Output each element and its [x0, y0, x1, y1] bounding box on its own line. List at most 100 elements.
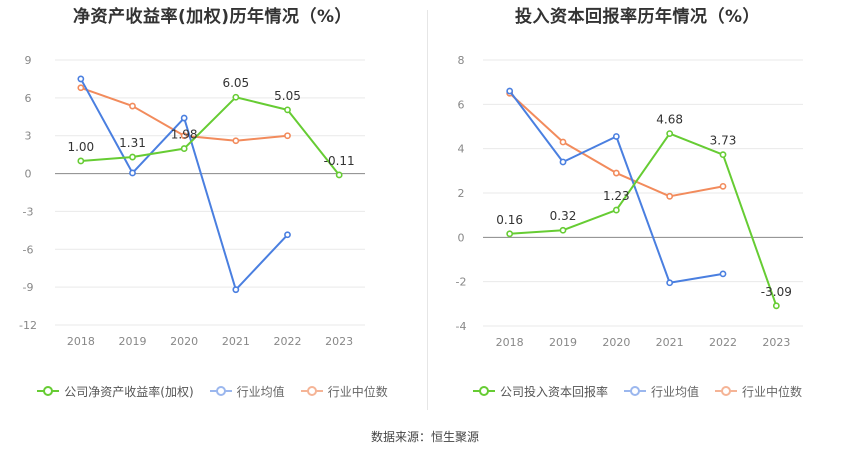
chart-legend: 公司投入资本回报率 行业均值 行业中位数 — [425, 380, 850, 402]
roic-chart-panel: 投入资本回报率历年情况（%） 8 6 4 2 0 -2 -4 2018 2019 2020 2021… — [425, 0, 850, 410]
legend-item-industry-average[interactable]: 行业均值 — [623, 383, 699, 400]
x-tick-label: 2023 — [325, 335, 353, 348]
y-tick-label: 6 — [25, 92, 32, 105]
x-tick-label: 2020 — [170, 335, 198, 348]
data-point — [612, 206, 620, 214]
y-tick-label: 9 — [25, 54, 32, 67]
data-point — [129, 153, 136, 161]
legend-label: 行业均值 — [650, 384, 699, 399]
data-point — [77, 84, 85, 92]
data-label: 1.31 — [119, 136, 146, 150]
y-tick-label: 0 — [458, 231, 465, 244]
x-tick-label: 2018 — [67, 335, 95, 348]
data-point — [559, 138, 567, 146]
data-label: -0.11 — [324, 154, 355, 168]
chart-title: 净资产收益率(加权)历年情况（%） — [72, 7, 353, 27]
chart-legend: 公司净资产收益率(加权) 行业均值 行业中位数 — [0, 380, 425, 402]
data-point — [559, 158, 567, 166]
data-label: 1.98 — [171, 128, 198, 142]
data-point — [612, 169, 620, 177]
roic-chart: 8 6 4 2 0 -2 -4 2018 2019 2020 2021 2022 2023 0.16 0.3… — [456, 54, 803, 349]
x-tick-label: 2023 — [762, 336, 790, 349]
x-tick-label: 2021 — [656, 336, 684, 349]
chart-title: 投入资本回报率历年情况（%） — [514, 7, 761, 27]
data-point — [719, 182, 727, 190]
data-point — [77, 75, 85, 83]
data-point — [232, 93, 240, 101]
roe-chart-panel: 净资产收益率(加权)历年情况（%） 9 6 3 0 -3 -6 -9 -12 2018 2019 2… — [0, 0, 425, 410]
data-label: 0.32 — [550, 209, 577, 223]
y-tick-label: 2 — [458, 187, 465, 200]
data-point — [180, 114, 188, 122]
data-point — [284, 106, 291, 114]
legend-item-company[interactable]: 公司投入资本回报率 — [472, 383, 608, 400]
data-source-note: 数据来源：恒生聚源 — [370, 430, 479, 444]
panel-divider — [427, 10, 428, 410]
legend-marker-icon — [715, 385, 737, 397]
data-point — [666, 130, 674, 137]
data-point — [77, 157, 85, 165]
legend-item-industry-average[interactable]: 行业均值 — [209, 383, 285, 400]
x-tick-label: 2022 — [274, 335, 302, 348]
y-tick-label: 4 — [458, 143, 465, 156]
series-line — [80, 96, 340, 176]
x-tick-label: 2020 — [602, 336, 630, 349]
y-tick-label: -2 — [456, 276, 467, 289]
x-tick-label: 2018 — [496, 336, 524, 349]
x-tick-label: 2022 — [709, 336, 737, 349]
data-point — [506, 230, 514, 238]
legend-item-industry-median[interactable]: 行业中位数 — [300, 383, 388, 400]
data-point — [129, 102, 136, 110]
legend-item-industry-median[interactable]: 行业中位数 — [715, 383, 802, 400]
series-line — [508, 90, 724, 284]
data-label: 1.23 — [603, 189, 630, 203]
y-tick-label: -6 — [23, 243, 34, 256]
data-point — [232, 286, 240, 294]
data-point — [612, 133, 620, 140]
roe-chart: 9 6 3 0 -3 -6 -9 -12 2018 2019 2020 2021 2022 2023 1.0… — [19, 54, 365, 348]
x-tick-label: 2019 — [549, 336, 577, 349]
data-point — [180, 145, 188, 152]
data-point — [284, 231, 291, 239]
legend-label: 公司投入资本回报率 — [499, 384, 608, 399]
data-point — [335, 171, 343, 179]
y-tick-label: -12 — [19, 319, 37, 332]
data-point — [772, 302, 780, 310]
legend-label: 行业中位数 — [327, 384, 388, 399]
data-point — [506, 87, 514, 95]
y-tick-label: -4 — [456, 320, 467, 333]
x-tick-label: 2021 — [222, 335, 250, 348]
legend-label: 公司净资产收益率(加权) — [64, 384, 194, 399]
y-tick-label: 6 — [458, 98, 465, 111]
series-line — [79, 78, 289, 291]
data-label: 3.73 — [710, 134, 737, 148]
data-point — [666, 279, 674, 287]
data-point — [129, 169, 136, 177]
legend-marker-icon — [209, 385, 232, 397]
data-label: 4.68 — [656, 113, 683, 127]
y-tick-label: 0 — [25, 168, 32, 181]
data-point — [559, 226, 567, 234]
series-line — [508, 92, 724, 198]
y-tick-label: -9 — [23, 281, 34, 294]
data-point — [232, 137, 240, 145]
data-label: 6.05 — [222, 76, 249, 90]
x-tick-label: 2019 — [119, 335, 147, 348]
legend-marker-icon — [472, 385, 495, 397]
legend-item-company[interactable]: 公司净资产收益率(加权) — [37, 383, 194, 400]
data-point — [719, 151, 727, 159]
legend-label: 行业均值 — [236, 384, 285, 399]
data-label: 1.00 — [67, 140, 94, 154]
data-label: 5.05 — [274, 89, 301, 103]
y-tick-label: 3 — [25, 130, 32, 143]
data-point — [180, 132, 188, 140]
legend-marker-icon — [300, 385, 323, 397]
legend-label: 行业中位数 — [742, 384, 803, 399]
data-point — [666, 192, 674, 200]
data-label: -3.09 — [761, 285, 792, 299]
legend-marker-icon — [623, 385, 646, 397]
legend-marker-icon — [37, 385, 60, 397]
data-point — [719, 270, 727, 278]
data-point — [284, 132, 291, 140]
y-tick-label: 8 — [458, 54, 465, 67]
